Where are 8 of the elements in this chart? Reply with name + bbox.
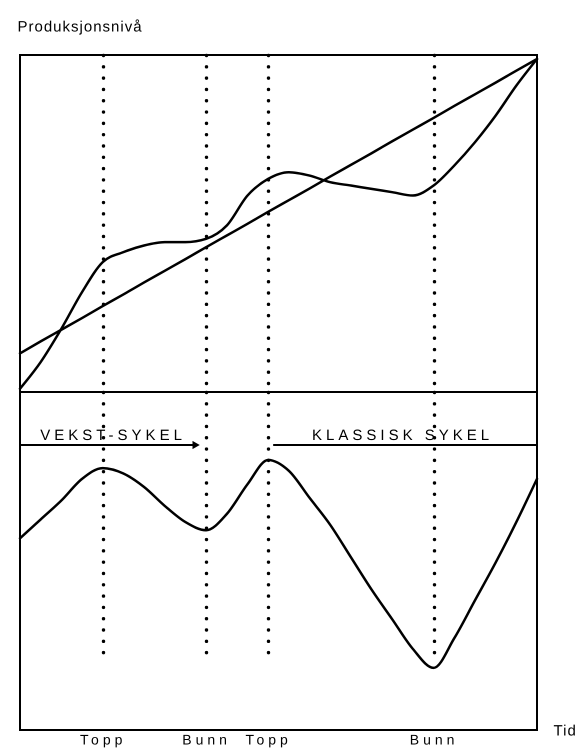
text: KLASSISK SYKEL: [312, 427, 494, 444]
x-axis-title: Tid: [554, 722, 577, 740]
x-tick-label: Topp: [245, 732, 292, 748]
y-axis-title: Produksjonsnivå: [18, 18, 143, 36]
x-tick-label: Bunn: [410, 732, 458, 748]
text: VEKST-SYKEL: [40, 427, 186, 444]
x-tick-label: Topp: [80, 732, 126, 748]
x-tick-label: Bunn: [182, 732, 231, 748]
